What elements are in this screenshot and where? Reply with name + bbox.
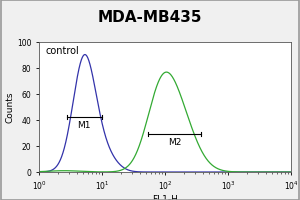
Text: control: control (45, 46, 79, 56)
Text: M1: M1 (78, 121, 91, 130)
Text: MDA-MB435: MDA-MB435 (98, 9, 202, 24)
Text: M2: M2 (168, 138, 181, 147)
Y-axis label: Counts: Counts (5, 91, 14, 123)
X-axis label: FL1-H: FL1-H (152, 195, 178, 200)
